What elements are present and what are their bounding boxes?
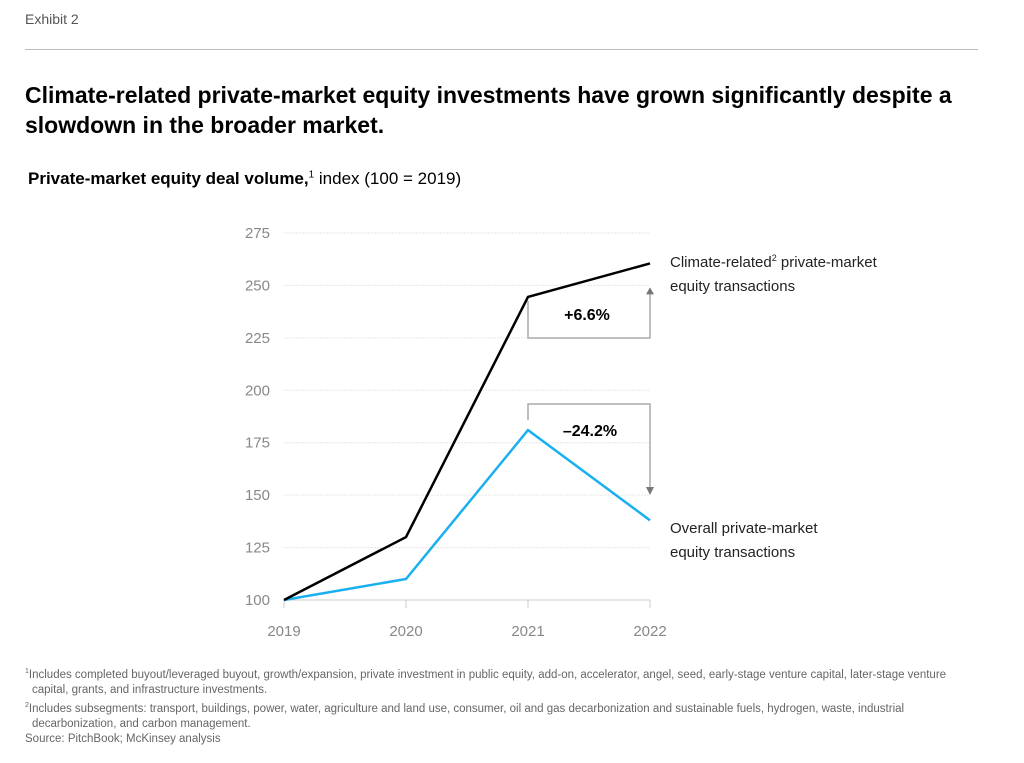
- x-tick-label: 2021: [511, 623, 544, 640]
- annotation-bracket-up: [527, 291, 651, 339]
- source: Source: PitchBook; McKinsey analysis: [25, 732, 221, 745]
- y-tick-label: 150: [245, 487, 270, 504]
- label-line: private-market: [776, 254, 877, 271]
- subtitle-rest: index (100 = 2019): [314, 169, 462, 188]
- series-line: [283, 262, 651, 602]
- divider: [25, 49, 978, 50]
- label-line: Climate-related: [670, 254, 772, 271]
- y-tick-label: 225: [245, 330, 270, 347]
- y-tick-label: 125: [245, 540, 270, 557]
- footnote-marker: 1: [25, 668, 29, 675]
- series-label-overall: Overall private-market equity transaction…: [670, 517, 818, 565]
- label-line: Overall private-market: [670, 520, 818, 537]
- chart-title: Climate-related private-market equity in…: [25, 82, 952, 138]
- y-tick-label: 200: [245, 382, 270, 399]
- subtitle-bold: Private-market equity deal volume,: [28, 169, 309, 188]
- chart-subtitle: Private-market equity deal volume,1 inde…: [28, 169, 461, 189]
- arrow-up-icon: [646, 287, 654, 295]
- footnote-text: Includes completed buyout/leveraged buyo…: [28, 668, 947, 696]
- label-line: equity transactions: [670, 278, 796, 295]
- y-tick-label: 275: [245, 225, 270, 242]
- y-tick-label: 100: [245, 592, 270, 609]
- x-tick-label: 2020: [389, 623, 422, 640]
- footnote-ref: 1: [308, 169, 315, 181]
- footnote-2: 2Includes subsegments: transport, buildi…: [25, 698, 965, 732]
- y-tick-label: 175: [245, 435, 270, 452]
- y-tick-label: 250: [245, 277, 270, 294]
- annotation-bracket-down: [527, 403, 651, 488]
- footnote-text: Includes subsegments: transport, buildin…: [28, 702, 905, 730]
- footnote-ref: 2: [771, 253, 777, 263]
- label-line: equity transactions: [670, 544, 796, 561]
- footnotes: 1Includes completed buyout/leveraged buy…: [25, 664, 965, 747]
- x-tick-label: 2019: [267, 623, 300, 640]
- series-label-climate: Climate-related2 private-market equity tr…: [670, 246, 877, 299]
- x-tick-label: 2022: [633, 623, 666, 640]
- series-line: [283, 428, 651, 602]
- exhibit-label: Exhibit 2: [25, 11, 79, 27]
- footnote-1: 1Includes completed buyout/leveraged buy…: [25, 664, 965, 698]
- footnote-marker: 2: [25, 701, 29, 709]
- arrow-down-icon: [646, 487, 654, 495]
- annotation-label: +6.6%: [564, 307, 610, 324]
- annotation-label: –24.2%: [563, 423, 617, 440]
